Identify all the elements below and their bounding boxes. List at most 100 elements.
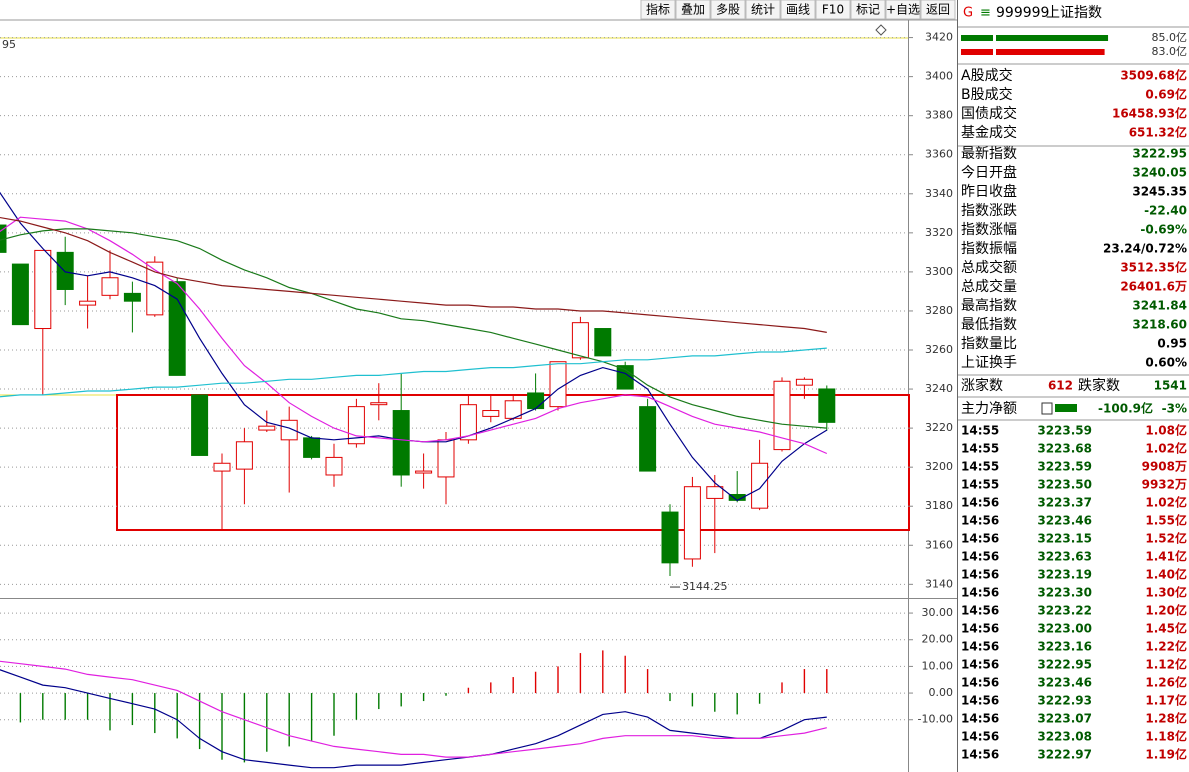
trade-time: 14:56 [961, 748, 999, 762]
trade-time: 14:56 [961, 622, 999, 636]
candle-body [527, 392, 545, 410]
toolbar-button[interactable] [850, 0, 886, 20]
indicator-line [0, 347, 827, 398]
stat-label: 指数量比 [961, 336, 1017, 352]
trade-time: 14:56 [961, 568, 999, 582]
candle-body [751, 462, 769, 509]
indicator-line [0, 669, 827, 769]
flow-bar-label: 85.0亿 [1152, 31, 1188, 44]
toolbar-button[interactable] [640, 0, 676, 20]
indicator-line [0, 660, 827, 758]
trade-amount: 1.18亿 [1145, 729, 1187, 744]
toolbar-button[interactable] [675, 0, 711, 20]
candle-body [571, 322, 589, 359]
stat-label: 最高指数 [961, 297, 1017, 314]
indicator-line [0, 216, 828, 455]
trade-amount: 9908万 [1142, 460, 1187, 474]
main-flow-value: -100.9亿 [1098, 401, 1153, 416]
stat-value: 3512.35亿 [1120, 260, 1187, 275]
trade-time: 14:55 [961, 424, 999, 438]
stat-value: 3240.05 [1132, 166, 1187, 180]
toolbar-button[interactable] [920, 0, 956, 20]
trade-amount: 1.22亿 [1145, 639, 1187, 654]
stat-value: -22.40 [1144, 204, 1187, 218]
candle-body [818, 388, 836, 423]
stat-label: 指数涨跌 [961, 203, 1017, 219]
y-tick-label: 3360 [925, 148, 953, 161]
stat-label: B股成交 [961, 86, 1013, 103]
stat-label: 最低指数 [961, 317, 1017, 333]
toolbar-button[interactable] [885, 0, 921, 20]
trade-amount: 1.45亿 [1145, 621, 1187, 636]
trade-price: 3223.37 [1037, 496, 1092, 510]
toolbar-button-label[interactable]: +自选 [886, 3, 920, 17]
toolbar-button-label[interactable]: 多股 [716, 3, 740, 17]
indicator-line [0, 216, 827, 333]
candle-body [639, 406, 657, 472]
y-tick-label: 3140 [925, 577, 953, 590]
stat-value: 3241.84 [1132, 299, 1187, 313]
trade-amount: 1.08亿 [1145, 423, 1187, 438]
toolbar-button[interactable] [710, 0, 746, 20]
flow-icon-bar [1055, 404, 1077, 412]
stat-value: 651.32亿 [1129, 125, 1187, 140]
candle-body [415, 470, 433, 474]
toolbar-button-label[interactable]: 返回 [926, 3, 950, 17]
trade-price: 3223.08 [1037, 730, 1092, 744]
toolbar-button[interactable] [745, 0, 781, 20]
toolbar-button-label[interactable]: F10 [822, 3, 844, 17]
candle-body [235, 441, 253, 470]
trade-time: 14:56 [961, 496, 999, 510]
trade-time: 14:56 [961, 658, 999, 672]
y-tick-label: 30.00 [922, 606, 954, 619]
y-tick-label: 3300 [925, 265, 953, 278]
trade-price: 3223.00 [1037, 622, 1092, 636]
y-tick-label: 3340 [925, 187, 953, 200]
toolbar-button[interactable] [780, 0, 816, 20]
trade-time: 14:55 [961, 478, 999, 492]
market-mark: G [963, 6, 973, 21]
toolbar-button-label[interactable]: 画线 [786, 3, 810, 17]
y-tick-label: 0.00 [929, 686, 954, 699]
stat-value: -0.69% [1140, 223, 1187, 237]
trade-price: 3222.95 [1037, 658, 1092, 672]
trade-time: 14:56 [961, 604, 999, 618]
stat-label: 今日开盘 [961, 164, 1017, 181]
toolbar-button-label[interactable]: 统计 [751, 3, 775, 17]
toolbar-button-label[interactable]: 指标 [646, 2, 670, 17]
toolbar-button-label[interactable]: 标记 [856, 3, 880, 17]
stat-value: 26401.6万 [1120, 280, 1187, 294]
y-tick-label: -10.00 [918, 713, 953, 726]
trade-time: 14:55 [961, 442, 999, 456]
y-tick-label: 3420 [925, 31, 953, 44]
stat-value: 0.60% [1145, 356, 1187, 370]
trade-amount: 1.55亿 [1145, 513, 1187, 528]
candle-body [437, 439, 455, 478]
stat-value: 3222.95 [1132, 147, 1187, 161]
stat-label: 国债成交 [961, 105, 1017, 122]
trade-amount: 1.12亿 [1145, 657, 1187, 672]
stat-value: 16458.93亿 [1112, 106, 1187, 121]
y-tick-label: 3260 [925, 343, 953, 356]
trade-time: 14:56 [961, 676, 999, 690]
trade-amount: 1.19亿 [1145, 747, 1187, 762]
y-tick-label: 3180 [925, 499, 953, 512]
trade-time: 14:56 [961, 550, 999, 564]
y-tick-label: 3240 [925, 382, 953, 395]
trade-time: 14:56 [961, 586, 999, 600]
stat-label: 指数振幅 [961, 241, 1017, 257]
trade-price: 3223.46 [1037, 514, 1092, 528]
trade-time: 14:56 [961, 514, 999, 528]
candle-body [123, 292, 141, 302]
stat-value: 3218.60 [1132, 318, 1187, 332]
trade-amount: 1.40亿 [1145, 567, 1187, 582]
candle-body [11, 263, 29, 326]
candle-body [325, 456, 343, 476]
toolbar-button-label[interactable]: 叠加 [681, 3, 705, 17]
trade-price: 3223.59 [1037, 424, 1092, 438]
trade-amount: 1.02亿 [1145, 441, 1187, 456]
candle-body [34, 249, 52, 330]
toolbar-button[interactable] [815, 0, 851, 20]
trade-time: 14:55 [961, 460, 999, 474]
trade-amount: 1.20亿 [1145, 603, 1187, 618]
